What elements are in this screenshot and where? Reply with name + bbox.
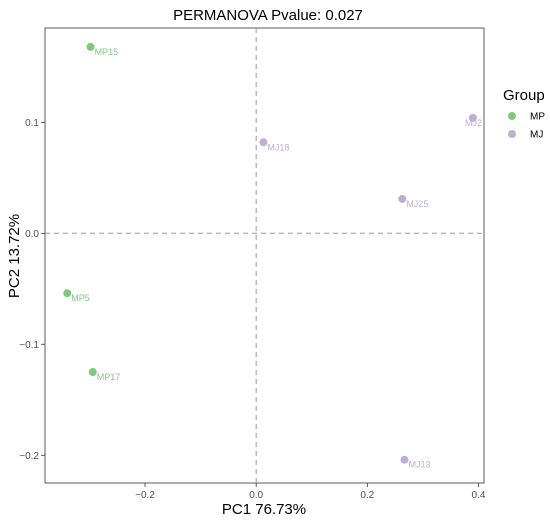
data-point-mp15 (86, 42, 95, 51)
y-tick-label: −0.1 (19, 340, 39, 351)
legend-label-mj: MJ (530, 130, 543, 141)
point-label-mj13: MJ13 (409, 460, 431, 470)
x-tick-label: −0.2 (135, 490, 155, 501)
legend: Group MP MJ (503, 87, 545, 141)
x-tick-label: 0.4 (471, 490, 485, 501)
y-axis-title: PC2 13.72% (6, 214, 23, 298)
data-points: MP15 MP5 MP17 MJ2 MJ18 MJ25 MJ13 (63, 42, 482, 470)
data-point-mj18 (259, 138, 268, 147)
data-point-mp17 (88, 368, 97, 377)
y-tick-label: 0.0 (25, 229, 39, 240)
point-label-mp17: MP17 (97, 372, 121, 382)
legend-key-mj (508, 130, 516, 138)
legend-title: Group (503, 87, 545, 104)
x-axis-title: PC1 76.73% (222, 501, 306, 518)
data-point-mp5 (63, 289, 72, 298)
chart-title: PERMANOVA Pvalue: 0.027 (173, 7, 363, 24)
plot-panel (44, 27, 485, 484)
point-label-mj18: MJ18 (267, 142, 289, 152)
point-label-mj25: MJ25 (406, 199, 428, 209)
legend-label-mp: MP (530, 112, 545, 123)
x-axis: −0.2 0.0 0.2 0.4 (135, 483, 486, 501)
data-point-mj13 (400, 455, 409, 464)
legend-key-mp (508, 112, 516, 120)
point-label-mp5: MP5 (71, 293, 90, 303)
x-tick-label: 0.0 (249, 490, 263, 501)
y-axis: −0.2 −0.1 0.0 0.1 (19, 118, 45, 462)
point-label-mp15: MP15 (95, 47, 119, 57)
point-label-mj2: MJ2 (465, 118, 482, 128)
x-tick-label: 0.2 (360, 490, 374, 501)
data-point-mj2 (468, 113, 477, 122)
y-tick-label: 0.1 (25, 118, 39, 129)
reference-lines (45, 28, 484, 483)
y-tick-label: −0.2 (19, 451, 39, 462)
data-point-mj25 (398, 194, 407, 203)
